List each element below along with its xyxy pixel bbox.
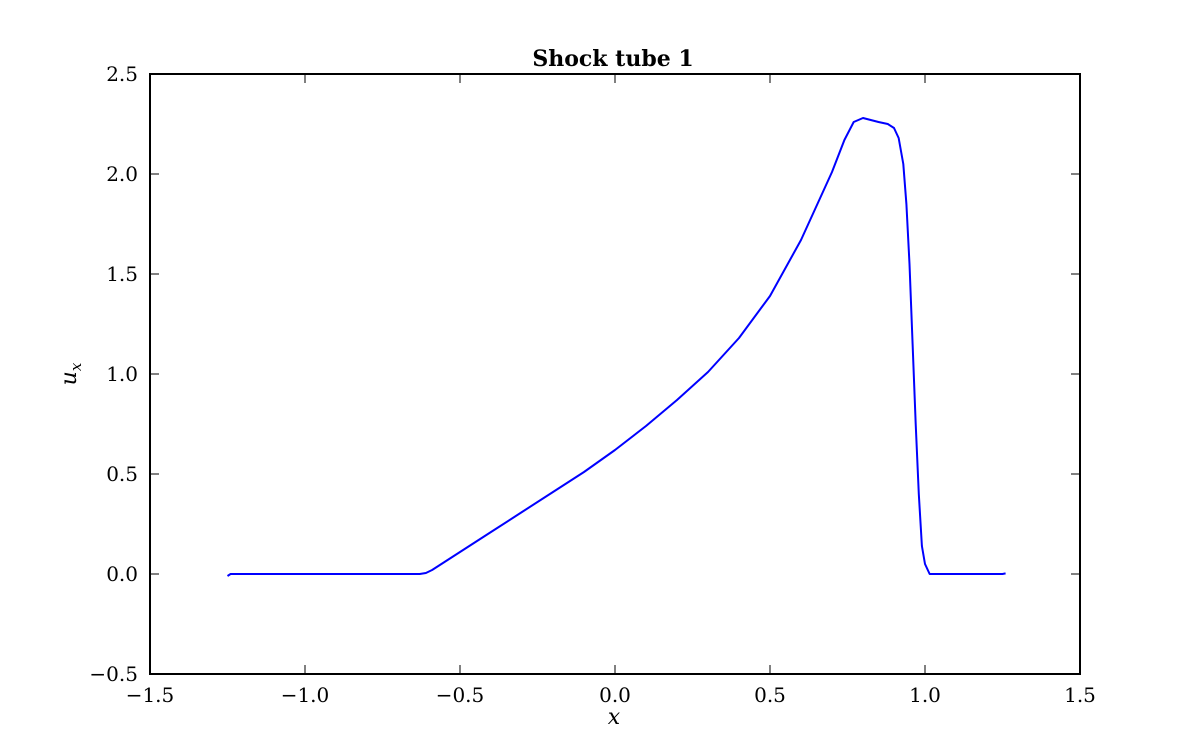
chart-title: Shock tube 1 — [532, 46, 693, 72]
plot-area — [226, 117, 1006, 577]
x-tick-label: 0.5 — [754, 683, 786, 707]
x-tick-label: −1.0 — [281, 683, 330, 707]
x-tick-label: 1.0 — [909, 683, 941, 707]
y-tick-label: 1.0 — [106, 362, 138, 386]
x-axis-label: x — [608, 705, 621, 730]
y-axis-label-base: u — [57, 371, 82, 385]
x-tick-label: 0.0 — [599, 683, 631, 707]
y-tick-label: −0.5 — [89, 662, 138, 686]
y-tick-label: 2.0 — [106, 162, 138, 186]
y-tick-label: 2.5 — [106, 62, 138, 86]
x-tick-label: −1.5 — [126, 683, 175, 707]
y-axis-label: ux — [57, 362, 85, 385]
x-tick-label: −0.5 — [436, 683, 485, 707]
svg-text:ux: ux — [57, 362, 85, 385]
y-axis-label-subscript: x — [67, 362, 85, 371]
axes-frame — [149, 73, 1081, 675]
x-tick-label: 1.5 — [1064, 683, 1096, 707]
x-ticks: −1.5 −1.0 −0.5 0.0 0.5 1.0 1.5 — [126, 74, 1096, 707]
y-tick-label: 0.5 — [106, 462, 138, 486]
y-tick-label: 1.5 — [106, 262, 138, 286]
y-ticks: −0.5 0.0 0.5 1.0 1.5 2.0 2.5 — [89, 62, 1080, 686]
y-tick-label: 0.0 — [106, 562, 138, 586]
series-line-0 — [226, 117, 1006, 577]
